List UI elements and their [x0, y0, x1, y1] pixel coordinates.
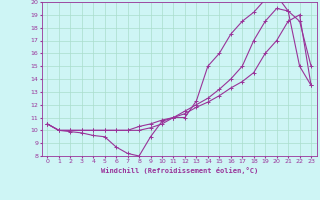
X-axis label: Windchill (Refroidissement éolien,°C): Windchill (Refroidissement éolien,°C) — [100, 167, 258, 174]
